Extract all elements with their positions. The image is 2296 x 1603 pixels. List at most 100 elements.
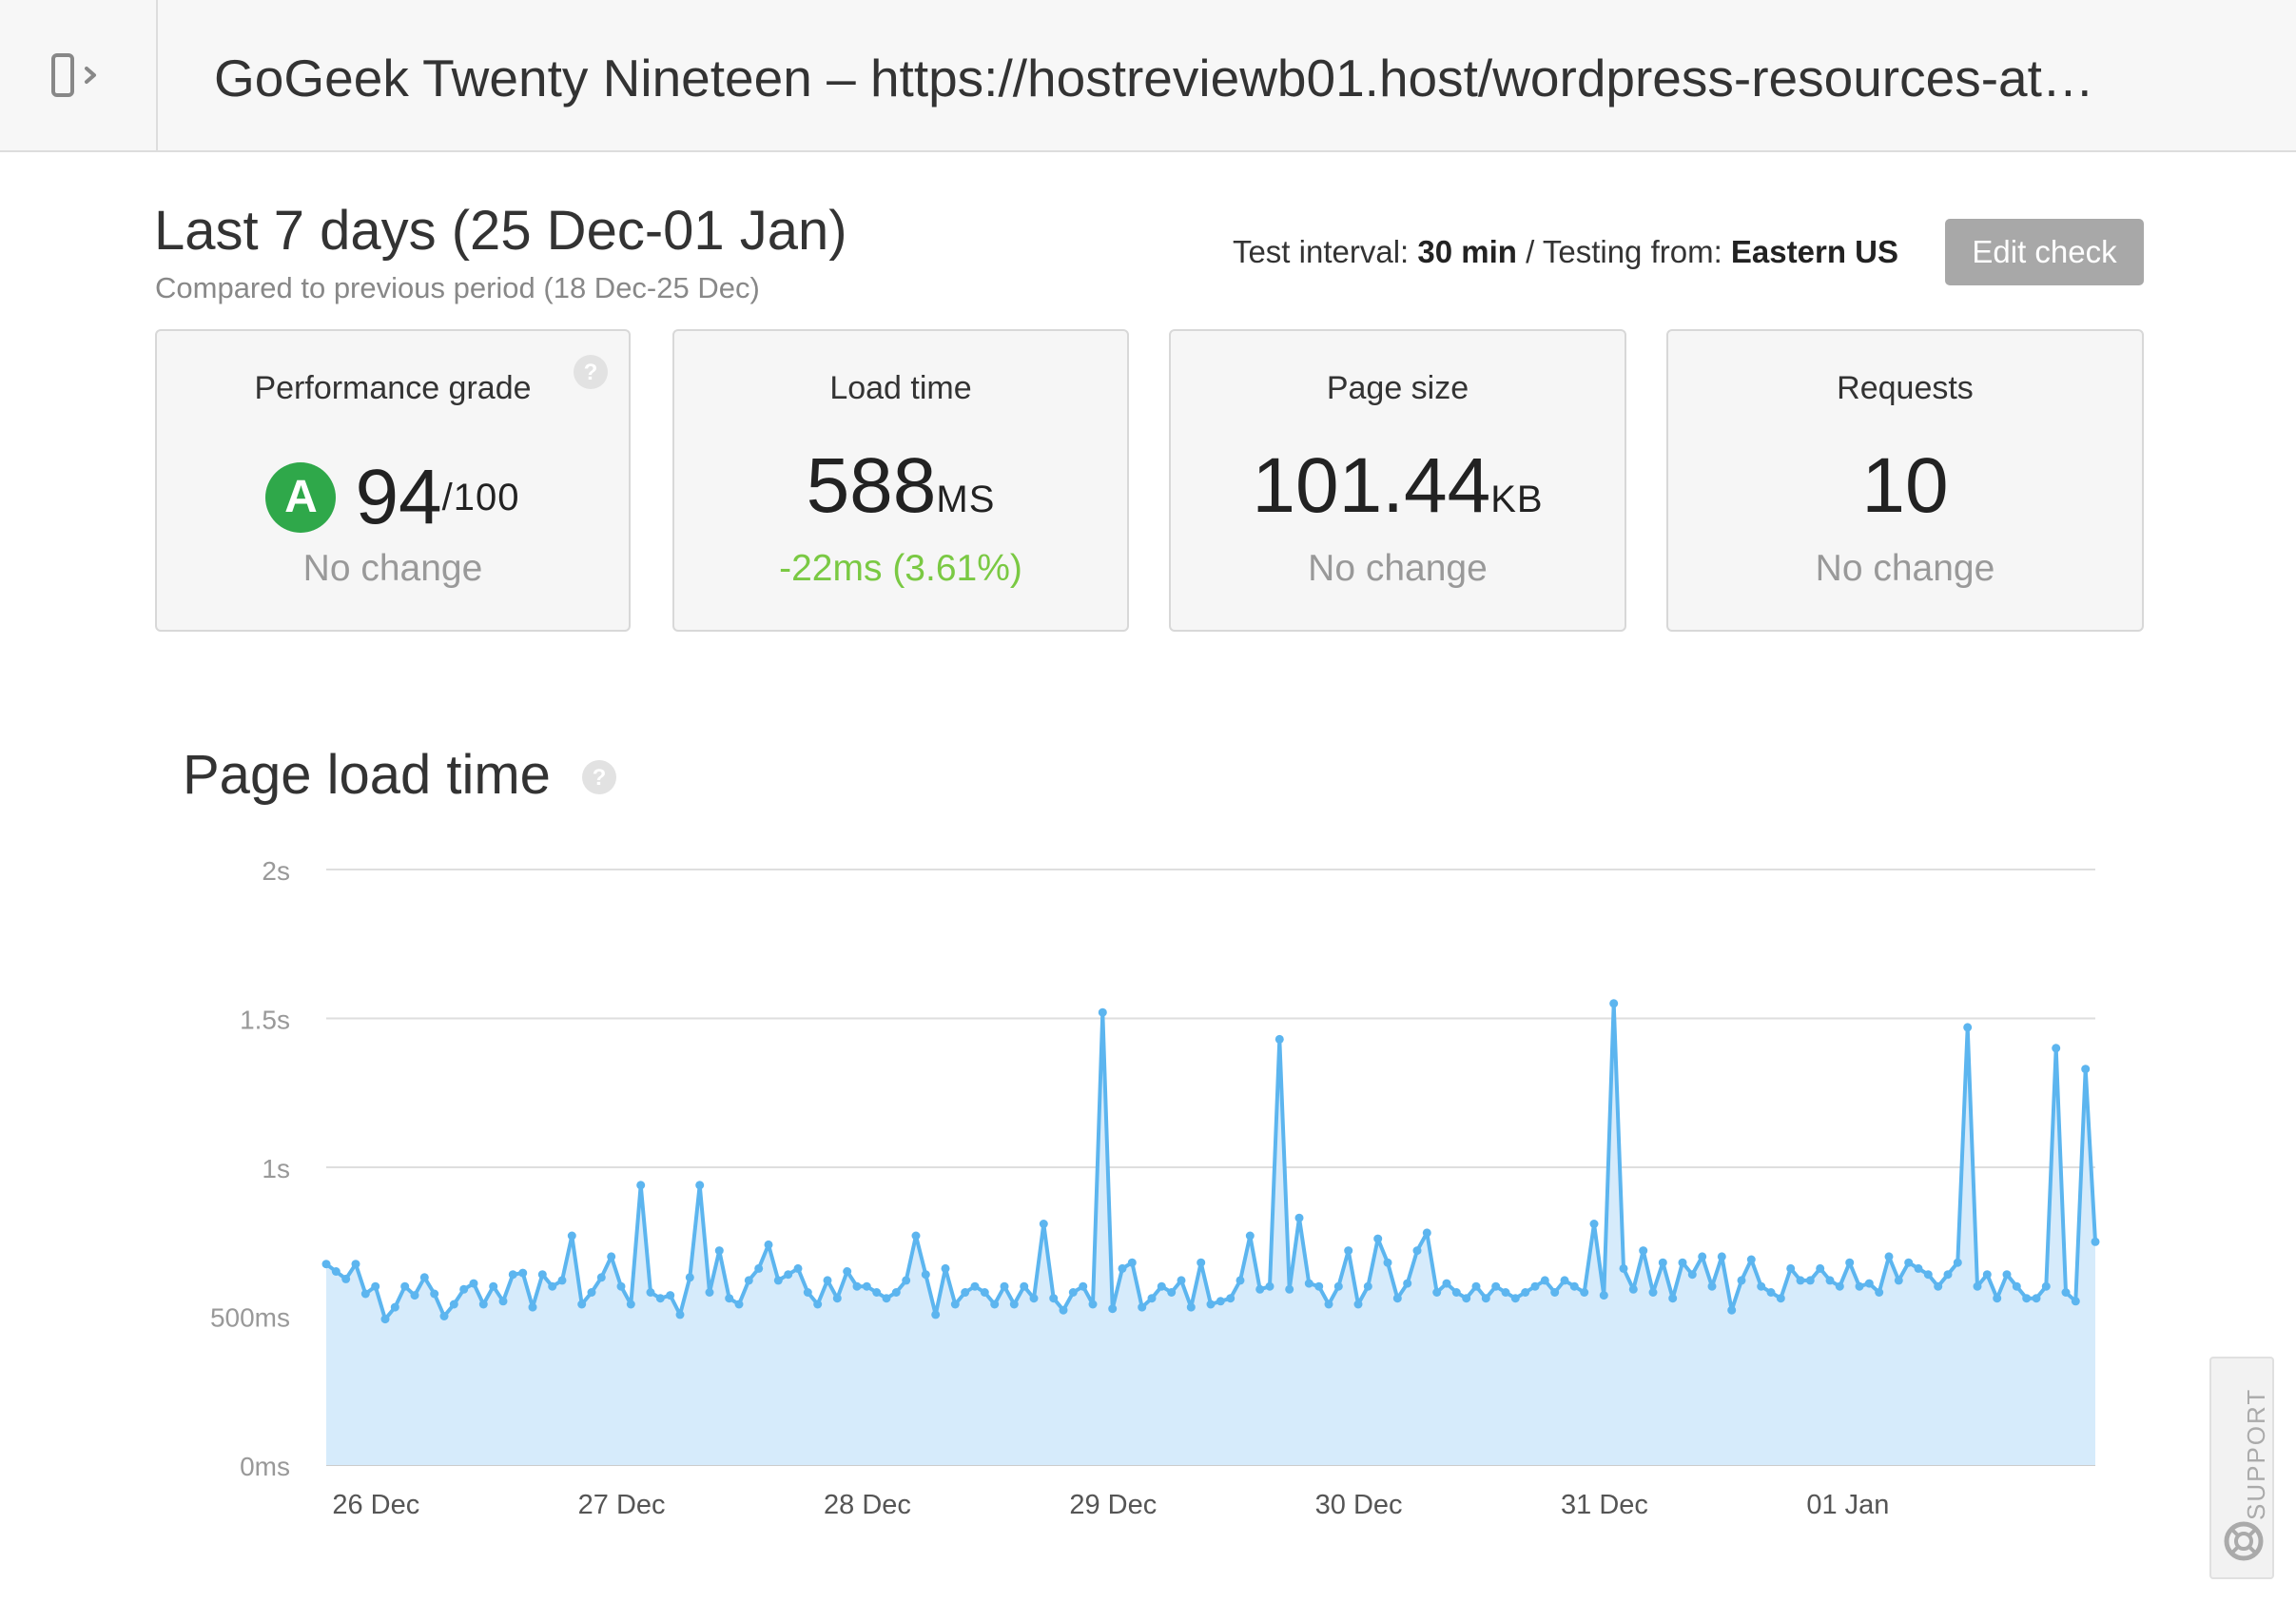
support-tab[interactable]: SUPPORT	[2209, 1357, 2274, 1579]
data-point	[1118, 1263, 1127, 1273]
data-point	[1294, 1213, 1304, 1222]
data-point	[331, 1267, 341, 1276]
data-point	[872, 1288, 882, 1297]
support-label: SUPPORT	[2242, 1387, 2270, 1520]
data-point	[360, 1289, 370, 1299]
data-point	[410, 1291, 419, 1300]
data-point	[784, 1270, 793, 1280]
data-point	[970, 1281, 980, 1291]
testing-from-label: Testing from:	[1542, 234, 1722, 269]
data-point	[528, 1302, 537, 1312]
data-point	[1510, 1294, 1520, 1303]
data-point	[832, 1294, 842, 1303]
data-point	[862, 1281, 871, 1291]
data-point	[646, 1288, 655, 1297]
page-size-value-row: 101.44KB	[1171, 443, 1625, 542]
data-point	[734, 1300, 744, 1309]
grade-badge: A	[265, 462, 337, 533]
test-info: Test interval: 30 min / Testing from: Ea…	[1233, 233, 1898, 271]
page-size-card: Page size 101.44KB No change	[1169, 329, 1626, 632]
data-point	[1816, 1263, 1825, 1273]
data-point	[478, 1300, 488, 1309]
data-point	[1373, 1234, 1383, 1243]
series-line	[324, 1001, 2097, 1321]
data-point	[1943, 1270, 1953, 1280]
performance-grade-value-row: A 94/100	[157, 443, 629, 540]
data-point	[921, 1270, 930, 1280]
load-time-value: 588	[806, 442, 937, 529]
help-icon[interactable]: ?	[573, 354, 609, 390]
data-point	[607, 1252, 616, 1261]
data-point	[813, 1300, 823, 1309]
data-point	[1098, 1007, 1107, 1017]
data-point	[1914, 1263, 1923, 1273]
data-point	[655, 1294, 665, 1303]
header-bar: GoGeek Twenty Nineteen – https://hostrev…	[0, 0, 2296, 152]
data-point	[666, 1291, 675, 1300]
test-interval-value: 30 min	[1417, 234, 1517, 269]
data-point	[1000, 1281, 1009, 1291]
sidebar-toggle-button[interactable]	[0, 0, 158, 150]
data-point	[1569, 1281, 1579, 1291]
page-size-value: 101.44	[1252, 442, 1491, 529]
y-tick-label: 1.5s	[240, 1006, 290, 1035]
data-point	[2091, 1237, 2100, 1246]
data-point	[1737, 1276, 1746, 1285]
data-point	[1059, 1305, 1068, 1315]
load-time-value-row: 588MS	[674, 443, 1127, 542]
data-point	[1698, 1252, 1707, 1261]
data-point	[1333, 1281, 1343, 1291]
data-point	[1923, 1270, 1933, 1280]
data-point	[1353, 1300, 1363, 1309]
data-point	[1766, 1288, 1776, 1297]
data-point	[793, 1263, 803, 1273]
data-point	[341, 1274, 351, 1283]
edit-check-button[interactable]: Edit check	[1945, 219, 2144, 285]
data-point	[1934, 1281, 1943, 1291]
data-point	[1138, 1302, 1147, 1312]
x-tick-label: 01 Jan	[1806, 1490, 1889, 1520]
data-point	[626, 1300, 635, 1309]
data-point	[2002, 1270, 2012, 1280]
data-point	[1845, 1258, 1855, 1267]
series-area	[326, 1003, 2095, 1465]
data-point	[1963, 1023, 1973, 1032]
data-point	[636, 1181, 646, 1190]
data-point	[1177, 1276, 1186, 1285]
data-point	[390, 1302, 399, 1312]
data-point	[1392, 1294, 1402, 1303]
data-point	[1491, 1281, 1501, 1291]
data-point	[803, 1288, 812, 1297]
x-tick-label: 28 Dec	[824, 1490, 911, 1520]
data-point	[1894, 1276, 1903, 1285]
data-point	[1904, 1258, 1914, 1267]
data-point	[2012, 1281, 2021, 1291]
requests-label: Requests	[1837, 370, 1974, 406]
data-point	[1197, 1258, 1206, 1267]
data-point	[705, 1288, 714, 1297]
data-point	[380, 1315, 390, 1324]
data-point	[1687, 1270, 1697, 1280]
page-size-label: Page size	[1326, 370, 1469, 406]
data-point	[891, 1288, 901, 1297]
period-comparison: Compared to previous period (18 Dec-25 D…	[155, 271, 760, 304]
data-point	[587, 1288, 596, 1297]
data-point	[489, 1281, 498, 1291]
chart-help-icon[interactable]: ?	[581, 759, 617, 795]
data-point	[1982, 1270, 1992, 1280]
data-point	[1619, 1263, 1628, 1273]
data-point	[714, 1246, 724, 1256]
data-point	[1167, 1288, 1177, 1297]
data-point	[518, 1268, 528, 1278]
data-point	[1501, 1288, 1510, 1297]
period-title: Last 7 days (25 Dec-01 Jan)	[154, 200, 847, 262]
lifebuoy-icon	[2224, 1521, 2264, 1561]
y-tick-label: 0ms	[240, 1452, 290, 1481]
data-point	[754, 1263, 764, 1273]
data-point	[980, 1288, 989, 1297]
data-point	[911, 1231, 921, 1241]
data-point	[1255, 1284, 1265, 1294]
data-point	[1953, 1258, 1962, 1267]
load-time-unit: MS	[936, 479, 996, 520]
x-tick-label: 30 Dec	[1315, 1490, 1403, 1520]
